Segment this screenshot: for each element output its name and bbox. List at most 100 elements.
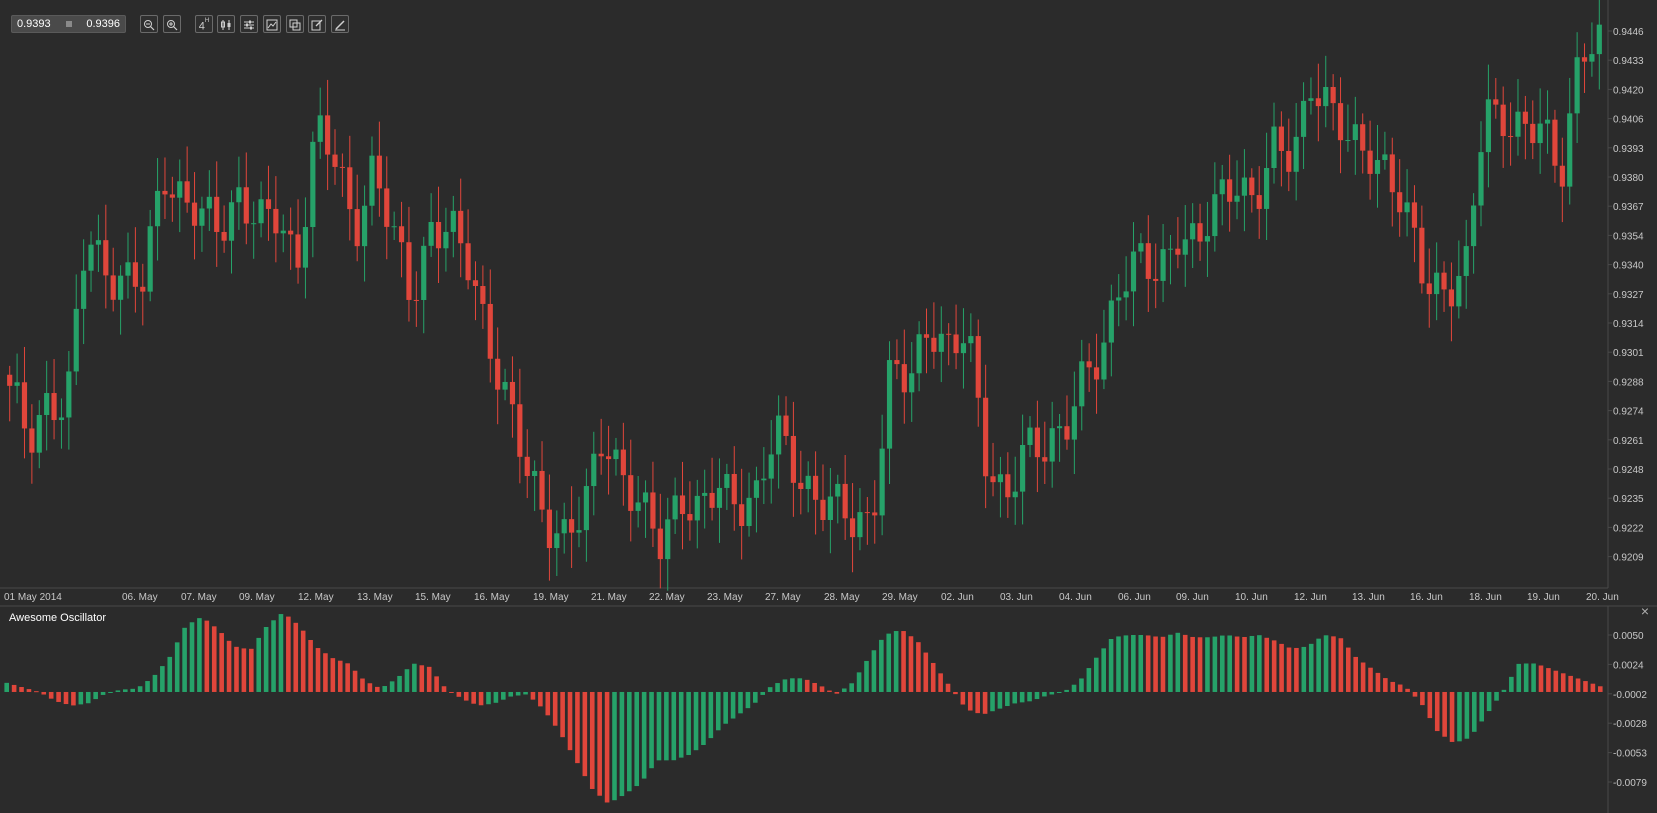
oscillator-bar — [1427, 691, 1433, 719]
candle-body — [805, 475, 811, 489]
oscillator-bar — [879, 639, 884, 692]
edit-chart-button[interactable] — [308, 15, 326, 33]
candle-body — [1544, 119, 1551, 124]
bid-ask-price-box[interactable]: 0.9393 0.9396 — [11, 15, 126, 33]
oscillator-bar — [678, 691, 684, 758]
candle-body — [1493, 99, 1499, 105]
chart-settings-button[interactable] — [263, 15, 281, 33]
oscillator-bar — [812, 682, 817, 692]
oscillator-bar — [567, 691, 573, 751]
oscillator-bar — [893, 631, 899, 692]
candle-body — [1086, 361, 1092, 368]
candle-body — [1315, 98, 1321, 107]
oscillator-bar — [804, 679, 810, 692]
chart-type-button[interactable] — [217, 15, 235, 33]
oscillator-bar — [486, 691, 491, 705]
candle-body — [1397, 192, 1403, 213]
candle-body — [1027, 427, 1033, 445]
draw-tool-button[interactable] — [331, 15, 349, 33]
timeframe-unit: H — [204, 18, 210, 24]
candle-body — [509, 381, 516, 405]
close-oscillator-button[interactable]: × — [1640, 603, 1650, 619]
oscillator-bar — [1056, 691, 1062, 693]
price-axis-label: 0.9235 — [1613, 494, 1644, 505]
candle-body — [613, 449, 619, 460]
oscillator-bar — [78, 691, 84, 705]
zoom-out-button[interactable] — [140, 15, 158, 33]
oscillator-bar — [1464, 691, 1470, 739]
candle-body — [679, 495, 686, 515]
oscillator-bar — [1420, 691, 1425, 706]
candle-body — [1042, 457, 1048, 462]
candle-body — [95, 240, 102, 245]
candle-body — [672, 495, 678, 520]
candle-body — [206, 196, 212, 209]
oscillator-bar — [856, 672, 862, 692]
oscillator-bar — [1034, 691, 1040, 700]
candle-body — [1589, 54, 1595, 62]
time-axis-label: 16. Jun — [1410, 592, 1443, 603]
oscillator-bar — [226, 640, 232, 692]
candle-body — [472, 280, 479, 287]
candle-body — [724, 473, 730, 488]
chart-window-icon — [266, 19, 278, 30]
oscillator-bar — [1108, 638, 1114, 692]
oscillator-bar — [34, 691, 39, 693]
pencil-icon — [335, 19, 345, 30]
candle-body — [1360, 124, 1366, 151]
indicators-button[interactable] — [240, 15, 258, 33]
time-axis-label: 28. May — [824, 592, 860, 603]
oscillator-bar — [775, 683, 780, 692]
candle-body — [539, 470, 545, 510]
oscillator-bar — [1308, 643, 1314, 692]
candle-body — [66, 371, 72, 418]
candle-body — [480, 286, 486, 304]
oscillator-bar — [953, 691, 958, 695]
time-axis-label: 16. May — [474, 592, 510, 603]
candle-body — [1249, 177, 1255, 196]
candle-body — [946, 333, 952, 335]
candle-body — [783, 415, 789, 436]
oscillator-bar — [582, 691, 588, 777]
oscillator-bar — [197, 618, 202, 692]
oscillator-bar — [841, 688, 847, 692]
zoom-in-button[interactable] — [163, 15, 181, 33]
oscillator-bar — [367, 683, 373, 692]
candle-body — [1522, 111, 1528, 124]
oscillator-bar — [1546, 668, 1551, 692]
oscillator-bar — [1345, 647, 1351, 692]
candle-body — [376, 155, 382, 189]
candle-body — [1056, 426, 1063, 429]
oscillator-bar — [1523, 663, 1529, 692]
oscillator-bar — [1175, 632, 1181, 692]
copy-chart-button[interactable] — [286, 15, 304, 33]
candle-body — [435, 221, 442, 249]
candle-body — [347, 167, 353, 210]
oscillator-bar — [871, 650, 877, 692]
candle-body — [1456, 275, 1462, 307]
candle-body — [154, 190, 161, 227]
candle-body — [1404, 202, 1410, 213]
candle-body — [332, 154, 338, 167]
candle-body — [1153, 278, 1159, 281]
oscillator-bar — [1249, 635, 1255, 692]
candle-body — [406, 242, 412, 300]
candle-body — [191, 202, 198, 226]
price-axis-label: 0.9261 — [1613, 436, 1644, 447]
candle-body — [1559, 165, 1565, 187]
oscillator-bar — [1116, 636, 1121, 692]
oscillator-bar — [4, 682, 10, 692]
candle-body — [361, 205, 368, 247]
candle-body — [1130, 251, 1137, 292]
oscillator-bar — [456, 691, 462, 697]
candle-body — [1101, 342, 1107, 380]
timeframe-button[interactable]: 4H — [195, 15, 213, 33]
time-axis-label: 20. Jun — [1586, 592, 1619, 603]
oscillator-bar — [1131, 635, 1136, 692]
candle-body — [576, 530, 582, 533]
oscillator-bar — [1138, 635, 1144, 692]
oscillator-bar — [560, 691, 565, 738]
candle-body — [1345, 140, 1351, 142]
zoom-in-icon — [167, 19, 178, 30]
